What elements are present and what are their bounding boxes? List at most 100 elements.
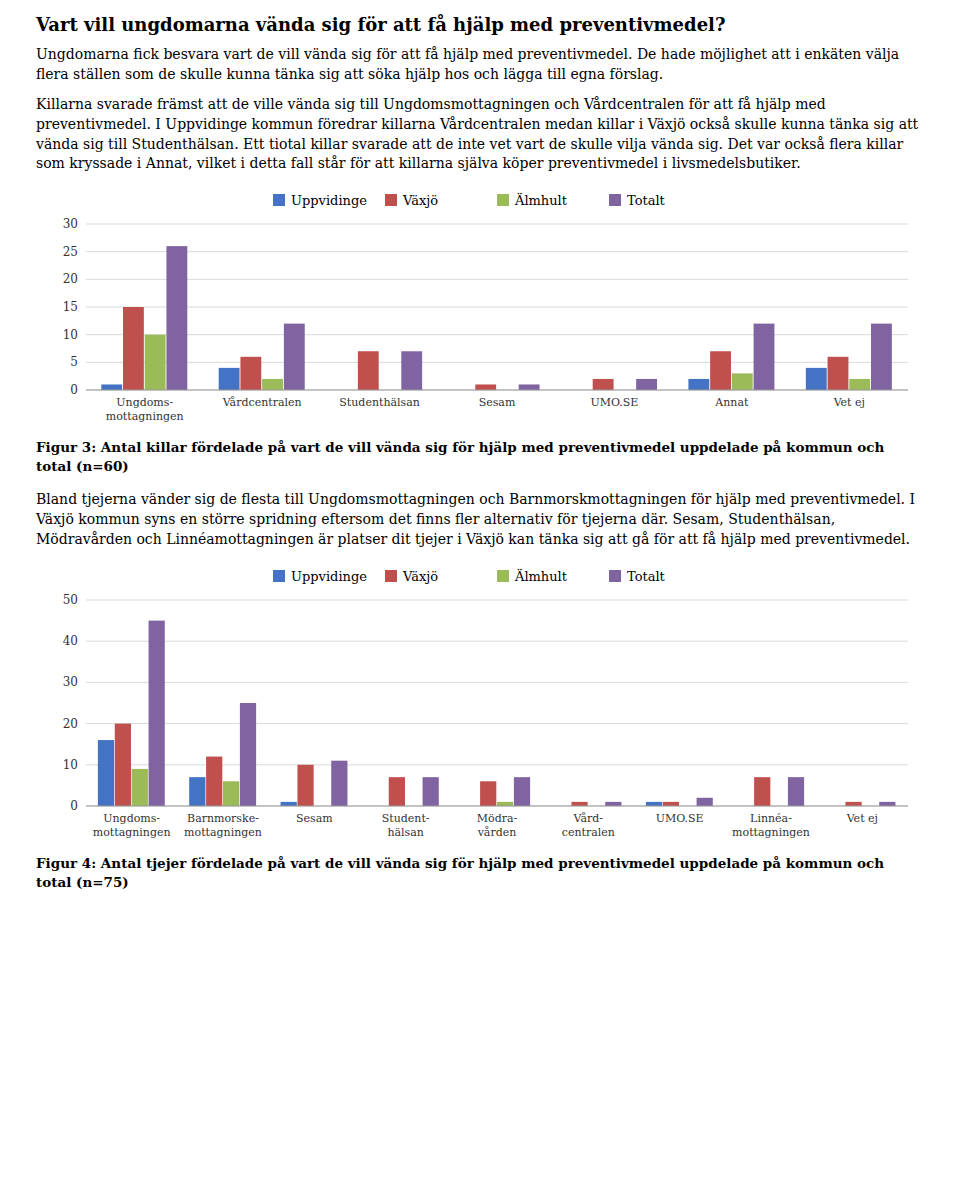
bar [240, 357, 261, 390]
bar [166, 246, 187, 390]
legend: UppvidingeVäxjöÄlmhultTotalt [273, 568, 666, 584]
x-tick-line: Barnmorske- [187, 812, 259, 825]
bar [101, 385, 122, 391]
legend-label: Totalt [627, 193, 666, 208]
bar [115, 723, 131, 805]
bar [514, 777, 530, 806]
x-tick-label: Ungdoms-mottagningen [93, 812, 171, 839]
bar [828, 357, 849, 390]
y-tick-label: 10 [63, 328, 78, 342]
y-tick-label: 5 [70, 356, 78, 370]
x-tick-line: centralen [562, 826, 615, 839]
x-tick-label: Mödra-vården [477, 812, 518, 839]
intro-text: Ungdomarna fick besvara vart de vill vän… [36, 45, 924, 85]
y-tick-label: 50 [63, 593, 78, 607]
x-tick-label: Linnéa-mottagningen [732, 812, 810, 839]
bars [101, 246, 892, 390]
bar [189, 777, 205, 806]
bar [646, 802, 662, 806]
x-tick-line: Vet ej [846, 812, 878, 825]
x-tick-line: Sesam [479, 396, 516, 409]
bar [593, 379, 614, 390]
bar [663, 802, 679, 806]
x-tick-label: Barnmorske-mottagningen [184, 812, 262, 839]
x-axis: Ungdoms-mottagningen Barnmorske-mottagnin… [86, 806, 908, 839]
bar [132, 769, 148, 806]
bar [284, 324, 305, 390]
x-tick-line: vården [477, 826, 517, 839]
x-tick-label: Vårdcentralen [222, 396, 302, 409]
bar [389, 777, 405, 806]
x-tick-label: Sesam [296, 812, 333, 825]
bar [98, 740, 114, 806]
x-tick-line: Vet ej [833, 396, 865, 409]
figure-caption: Figur 4: Antal tjejer fördelade på vart … [36, 854, 924, 892]
figure-caption: Figur 3: Antal killar fördelade på vart … [36, 438, 924, 476]
x-axis-line [86, 805, 908, 806]
bar-chart: UppvidingeVäxjöÄlmhultTotalt01020304050U… [36, 560, 924, 850]
x-tick-label: Ungdoms-mottagningen [106, 396, 184, 423]
legend-swatch [609, 194, 621, 206]
x-tick-label: Vet ej [846, 812, 878, 825]
y-tick-label: 40 [63, 634, 78, 648]
bar [423, 777, 439, 806]
legend-swatch [609, 570, 621, 582]
grid-line [86, 640, 908, 641]
legend-label: Uppvidinge [291, 569, 367, 584]
bar-chart: UppvidingeVäxjöÄlmhultTotalt051015202530… [36, 184, 924, 434]
bars [98, 620, 896, 805]
grid-line [86, 334, 908, 335]
y-tick-label: 20 [63, 716, 78, 730]
x-tick-label: Student-hälsan [382, 812, 430, 839]
x-tick-line: mottagningen [93, 826, 171, 839]
bar [331, 760, 347, 805]
bar [636, 379, 657, 390]
legend: UppvidingeVäxjöÄlmhultTotalt [273, 192, 666, 208]
bar [240, 703, 256, 806]
bar [605, 802, 621, 806]
y-tick-label: 30 [63, 217, 78, 231]
y-tick-label: 30 [63, 675, 78, 689]
bar [206, 756, 222, 805]
x-tick-line: Sesam [296, 812, 333, 825]
x-axis-line [86, 390, 908, 391]
bar [754, 777, 770, 806]
bar [145, 335, 166, 390]
grid-line [86, 682, 908, 683]
y-tick-label: 20 [63, 273, 78, 287]
x-tick-line: Vård- [573, 812, 604, 825]
x-tick-line: Student- [382, 812, 430, 825]
x-tick-line: Studenthälsan [339, 396, 420, 409]
bar [879, 802, 895, 806]
bar [297, 764, 313, 805]
bar [849, 379, 870, 390]
legend-swatch [497, 570, 509, 582]
y-tick-label: 10 [63, 757, 78, 771]
x-tick-label: Sesam [479, 396, 516, 409]
grid-line [86, 307, 908, 308]
body-text: Bland tjejerna vänder sig de flesta till… [36, 490, 924, 550]
body-text: Killarna svarade främst att de ville vän… [36, 95, 924, 175]
bar [358, 352, 379, 391]
x-tick-line: hälsan [387, 826, 423, 839]
bar [223, 781, 239, 806]
grid-line [86, 251, 908, 252]
legend-swatch [385, 194, 397, 206]
bar [688, 379, 709, 390]
x-tick-label: UMO.SE [590, 396, 638, 409]
bar [219, 368, 240, 390]
grid-line [86, 279, 908, 280]
legend-label: Växjö [402, 569, 438, 584]
legend-swatch [385, 570, 397, 582]
x-tick-label: Studenthälsan [339, 396, 420, 409]
y-axis: 01020304050 [63, 593, 908, 813]
grid-line [86, 599, 908, 600]
x-tick-line: Ungdoms- [103, 812, 160, 825]
x-tick-line: Annat [714, 396, 749, 409]
y-tick-label: 0 [70, 383, 78, 397]
bar [710, 352, 731, 391]
bar [480, 781, 496, 806]
x-tick-label: UMO.SE [656, 812, 704, 825]
bar [262, 379, 283, 390]
legend-swatch [273, 194, 285, 206]
